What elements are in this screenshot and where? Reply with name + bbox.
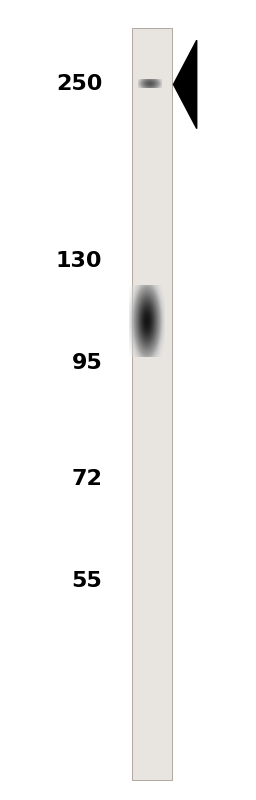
Text: 95: 95 bbox=[72, 353, 102, 373]
Bar bbox=[133, 28, 172, 780]
Text: 55: 55 bbox=[72, 570, 102, 590]
Polygon shape bbox=[174, 40, 197, 129]
Text: 250: 250 bbox=[56, 74, 102, 94]
Text: 72: 72 bbox=[71, 469, 102, 489]
Text: 130: 130 bbox=[56, 251, 102, 271]
